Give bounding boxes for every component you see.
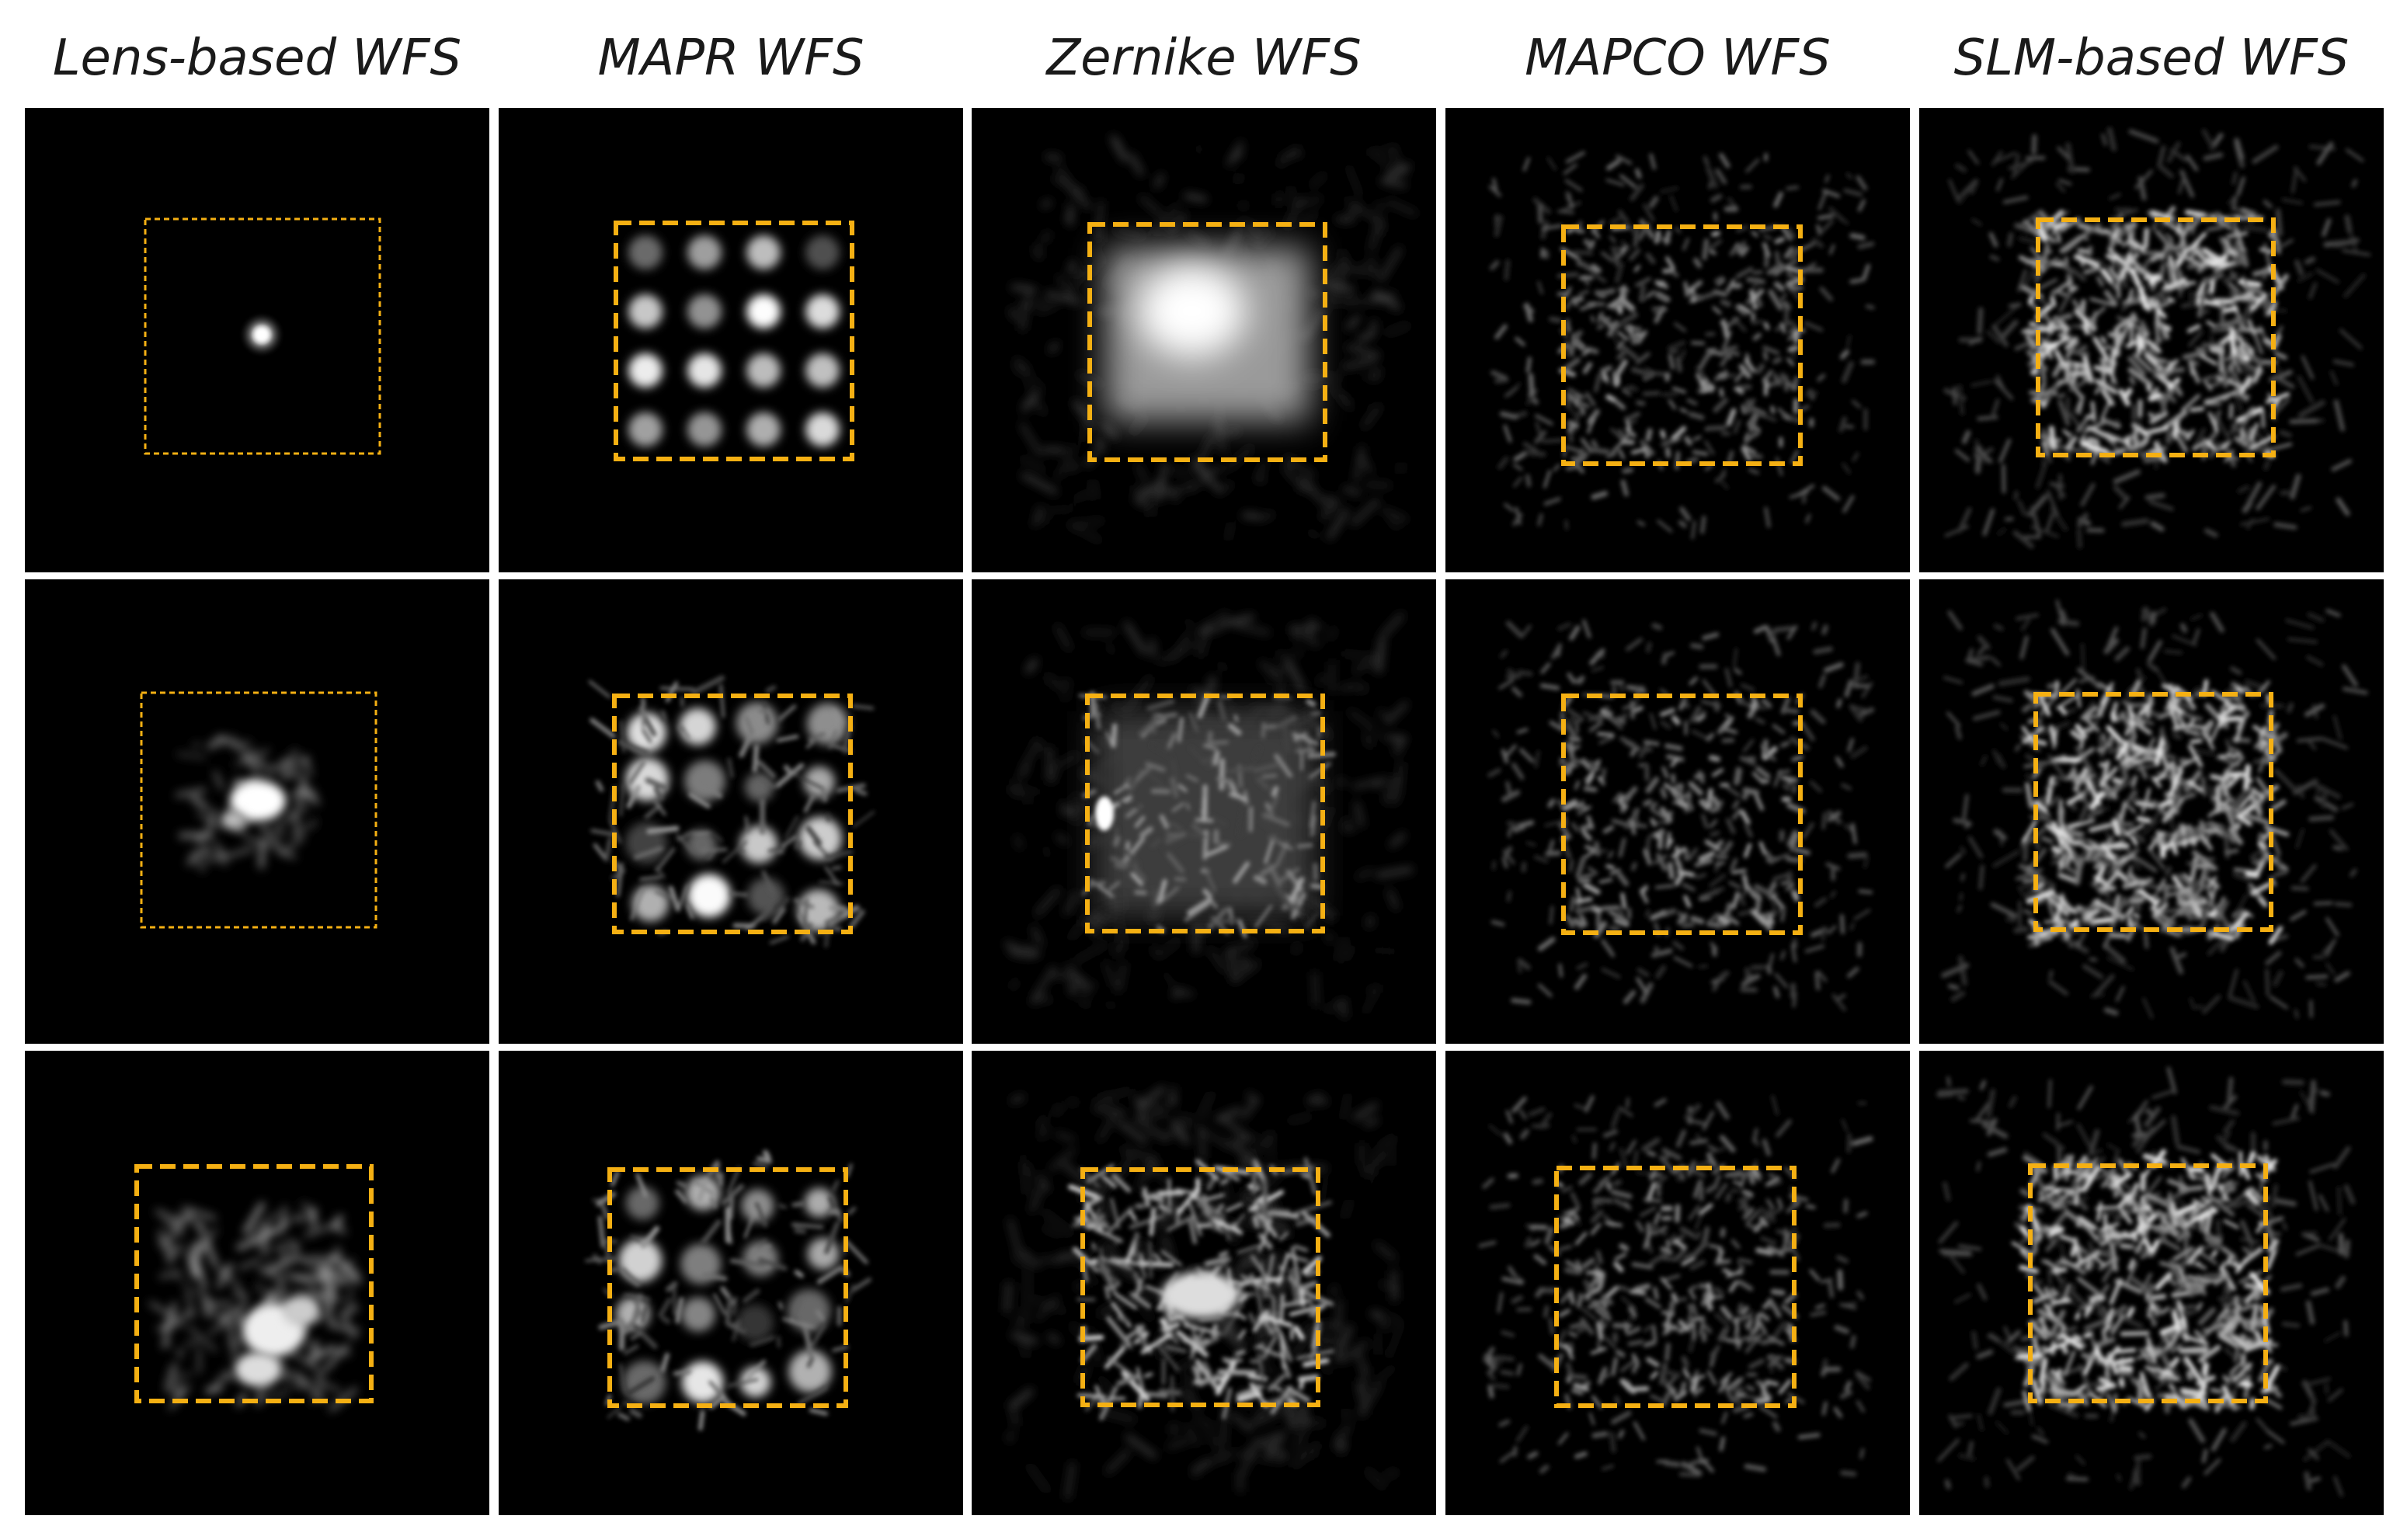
region-of-interest-box [140,691,377,929]
wavefront-image-panel [972,579,1436,1044]
region-of-interest-box [2033,692,2273,932]
intensity-pattern [1008,135,1417,543]
region-of-interest-box [2036,217,2276,457]
intensity-pattern [614,221,854,461]
wavefront-image-panel [1919,1051,2384,1515]
intensity-pattern [1004,1086,1404,1500]
wavefront-image-panel [1919,108,2384,572]
intensity-pattern [140,691,377,929]
intensity-pattern [588,675,875,948]
region-of-interest-box [1561,694,1803,935]
column-title: MAPCO WFS [1525,30,1831,87]
intensity-pattern [1941,600,2368,1019]
wavefront-image-panel [972,1051,1436,1515]
intensity-pattern [1943,127,2371,549]
region-of-interest-box [607,1167,848,1408]
intensity-pattern [134,1164,374,1412]
intensity-pattern [1488,151,1876,540]
wavefront-image-panel [499,108,963,572]
column-title: MAPR WFS [597,30,864,87]
intensity-pattern [1936,1066,2356,1497]
region-of-interest-box [1554,1166,1797,1408]
region-of-interest-box [1561,224,1803,466]
column-title: Zernike WFS [1046,30,1362,87]
intensity-pattern [1004,610,1413,1018]
region-of-interest-box [1085,694,1325,933]
wavefront-image-panel [25,579,489,1044]
region-of-interest-box [134,1164,374,1403]
region-of-interest-box [144,217,381,455]
wavefront-image-panel [499,1051,963,1515]
region-of-interest-box [614,221,854,461]
wavefront-image-panel [1445,1051,1910,1515]
wavefront-image-panel [1445,579,1910,1044]
intensity-pattern [585,1149,871,1431]
column-title: SLM-based WFS [1953,30,2350,87]
intensity-pattern [144,217,381,455]
wavefront-image-panel [1445,108,1910,572]
region-of-interest-box [1087,222,1327,462]
wavefront-image-panel [972,108,1436,572]
intensity-pattern [1487,619,1875,1011]
wavefront-image-panel [499,579,963,1044]
wavefront-image-panel [25,1051,489,1515]
region-of-interest-box [612,694,853,934]
region-of-interest-box [1080,1167,1320,1407]
wavefront-image-panel [1919,579,2384,1044]
intensity-pattern [1478,1094,1873,1477]
region-of-interest-box [2028,1163,2268,1403]
column-title: Lens-based WFS [52,30,462,87]
wavefront-image-panel [25,108,489,572]
